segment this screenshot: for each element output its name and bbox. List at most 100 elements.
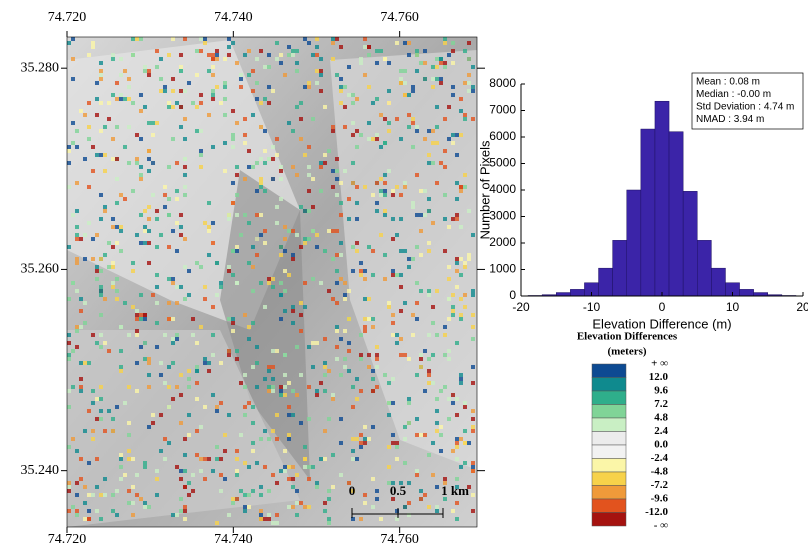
pixel [243, 313, 247, 317]
pixel [99, 289, 103, 293]
pixel [275, 153, 279, 157]
pixel [383, 209, 387, 213]
pixel [211, 57, 215, 61]
pixel [95, 457, 99, 461]
pixel [95, 265, 99, 269]
pixel [315, 485, 319, 489]
pixel [275, 349, 279, 353]
pixel [387, 89, 391, 93]
pixel [411, 205, 415, 209]
pixel [391, 269, 395, 273]
pixel [183, 137, 187, 141]
pixel [451, 401, 455, 405]
pixel [283, 385, 287, 389]
pixel [99, 345, 103, 349]
pixel [375, 61, 379, 65]
pixel [447, 137, 451, 141]
pixel [351, 405, 355, 409]
pixel [159, 413, 163, 417]
pixel [407, 257, 411, 261]
pixel [71, 213, 75, 217]
pixel [147, 241, 151, 245]
pixel [355, 145, 359, 149]
pixel [415, 317, 419, 321]
pixel [331, 37, 335, 41]
pixel [443, 165, 447, 169]
pixel [347, 369, 351, 373]
pixel [387, 129, 391, 133]
pixel [115, 405, 119, 409]
pixel [375, 489, 379, 493]
pixel [227, 45, 231, 49]
pixel [283, 469, 287, 473]
pixel [299, 101, 303, 105]
pixel [451, 305, 455, 309]
pixel [135, 313, 139, 317]
pixel [331, 297, 335, 301]
pixel [411, 333, 415, 337]
pixel [243, 413, 247, 417]
pixel [195, 429, 199, 433]
x-tick-label: 74.740 [214, 10, 253, 25]
pixel [335, 253, 339, 257]
pixel [115, 157, 119, 161]
pixel [435, 397, 439, 401]
pixel [127, 125, 131, 129]
pixel [343, 105, 347, 109]
pixel [235, 357, 239, 361]
pixel [259, 509, 263, 513]
pixel [323, 361, 327, 365]
pixel [119, 325, 123, 329]
pixel [467, 209, 471, 213]
y-tick-label: 4000 [489, 182, 516, 196]
pixel [415, 373, 419, 377]
pixel [347, 341, 351, 345]
pixel [439, 433, 443, 437]
pixel [131, 513, 135, 517]
pixel [459, 297, 463, 301]
pixel [423, 137, 427, 141]
pixel [391, 377, 395, 381]
pixel [335, 169, 339, 173]
pixel [343, 329, 347, 333]
pixel [83, 157, 87, 161]
pixel [231, 317, 235, 321]
pixel [327, 497, 331, 501]
pixel [227, 37, 231, 41]
pixel [347, 197, 351, 201]
pixel [267, 85, 271, 89]
pixel [315, 393, 319, 397]
pixel [303, 37, 307, 41]
pixel [147, 385, 151, 389]
pixel [287, 505, 291, 509]
pixel [167, 101, 171, 105]
pixel [455, 445, 459, 449]
pixel [231, 501, 235, 505]
pixel [451, 141, 455, 145]
stats-text: Mean : 0.08 m [696, 77, 760, 88]
pixel [191, 333, 195, 337]
pixel [251, 113, 255, 117]
x-tick-label: 74.720 [48, 532, 87, 547]
pixel [267, 53, 271, 57]
pixel [343, 297, 347, 301]
pixel [187, 385, 191, 389]
pixel [227, 317, 231, 321]
pixel [175, 385, 179, 389]
pixel [263, 377, 267, 381]
pixel [459, 97, 463, 101]
pixel [151, 121, 155, 125]
pixel [167, 53, 171, 57]
pixel [391, 189, 395, 193]
pixel [275, 137, 279, 141]
pixel [295, 173, 299, 177]
colorbar-label: 9.6 [654, 385, 668, 397]
pixel [87, 493, 91, 497]
pixel [215, 85, 219, 89]
pixel [407, 53, 411, 57]
pixel [187, 377, 191, 381]
pixel [395, 341, 399, 345]
pixel [359, 61, 363, 65]
pixel [243, 493, 247, 497]
pixel [83, 321, 87, 325]
